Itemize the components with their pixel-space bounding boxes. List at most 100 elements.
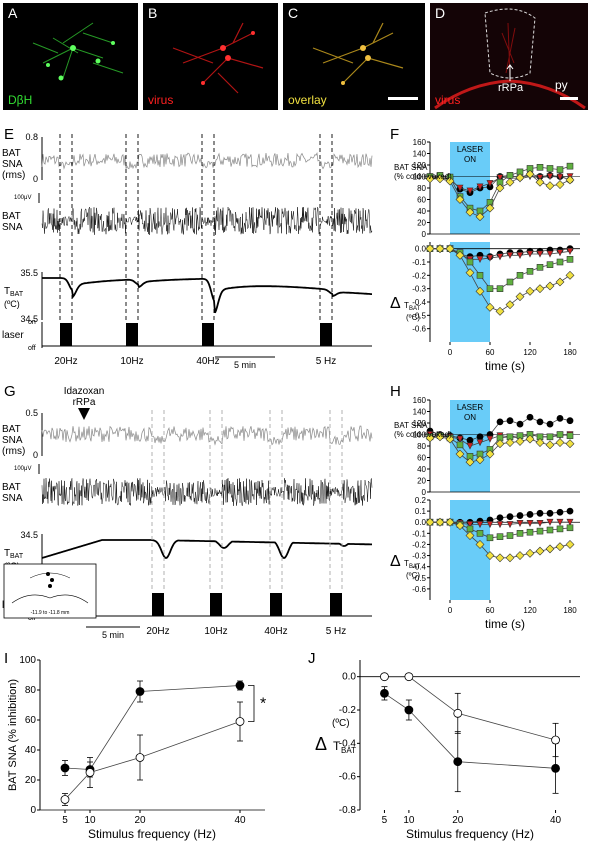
data-point	[466, 525, 474, 533]
y-tick-label: -0.5	[412, 311, 426, 320]
data-point	[486, 534, 494, 542]
tbat-trace	[42, 277, 372, 314]
y-tick-label: -0.4	[412, 298, 426, 307]
tbat-label: T	[404, 301, 409, 310]
x-tick-label: 5	[382, 815, 388, 826]
data-point	[565, 439, 575, 449]
inset-dot-0	[46, 572, 50, 576]
panel-j-letter: J	[308, 650, 316, 667]
x-tick-label: 60	[486, 348, 495, 357]
x-tick-label: 5	[62, 815, 68, 826]
data-point	[546, 420, 554, 428]
tbat-sub-label: BAT	[409, 306, 421, 312]
data-point	[546, 433, 554, 441]
bat-sna-rms-label: (rms)	[2, 170, 25, 181]
data-point	[404, 705, 414, 715]
data-point	[551, 763, 560, 773]
data-point	[546, 173, 554, 181]
bat-sna-rms-label: (rms)	[2, 446, 25, 457]
laser-pulse-2	[270, 593, 282, 616]
y-tick-label: -0.8	[339, 805, 357, 816]
panel-d-py-label: py	[555, 78, 568, 92]
data-point	[536, 520, 544, 528]
data-point	[556, 518, 564, 526]
data-point	[516, 512, 524, 519]
laser-pulse-2	[202, 323, 214, 346]
data-point	[566, 248, 574, 256]
data-point	[465, 207, 475, 217]
laser-pulse-1	[210, 593, 222, 616]
data-point	[505, 300, 515, 310]
panel-b-image	[143, 3, 278, 110]
data-point	[425, 517, 435, 527]
data-point	[526, 528, 534, 536]
chart-F_bottom: 0.0 -0.1 -0.2 -0.3 -0.4 -0.5 -0.6 0 60 120 180	[412, 242, 580, 357]
data-point	[476, 183, 484, 191]
x-tick-label: 120	[523, 606, 537, 615]
data-point	[565, 540, 575, 549]
panel-a-image	[3, 3, 138, 110]
y-tick-label: 160	[413, 138, 427, 147]
j-tbat-unit-label: (ºC)	[332, 718, 350, 729]
laser-on-label-2: ON	[464, 155, 476, 164]
time-scale-label: 5 min	[102, 630, 124, 638]
inset-dot-2	[48, 584, 52, 588]
tbat-sub-label: BAT	[10, 553, 24, 560]
data-point	[506, 278, 514, 286]
data-point	[566, 518, 574, 526]
inset-outline	[11, 594, 89, 604]
data-point	[515, 436, 525, 446]
t-tick-bottom: 34.5	[20, 314, 38, 324]
laser-on-label-2: ON	[464, 413, 476, 422]
data-point	[476, 433, 484, 441]
data-point	[566, 507, 574, 515]
data-point	[525, 434, 535, 444]
laser-on-label-1: LASER	[457, 403, 483, 412]
data-point	[506, 417, 514, 425]
series-line-1	[384, 676, 556, 741]
data-point	[425, 244, 435, 254]
x-tick-label: 40	[234, 815, 246, 826]
stim-label-1: 10Hz	[120, 356, 143, 367]
data-point	[380, 672, 389, 682]
panel-d-image	[430, 3, 588, 110]
y-tick-label: -0.2	[339, 705, 357, 716]
data-point	[516, 252, 524, 260]
data-point	[486, 180, 494, 188]
data-point	[536, 527, 544, 535]
stim-label-3: 5 Hz	[316, 356, 337, 367]
data-point	[556, 525, 564, 533]
bat-sna-raw-trace	[41, 477, 373, 506]
y-tick-label: 140	[413, 408, 427, 417]
significance-bracket	[248, 685, 255, 722]
data-point	[495, 439, 505, 449]
data-point	[455, 195, 465, 204]
scale-uv-label: 100μV	[14, 195, 31, 201]
data-point	[546, 165, 554, 172]
data-point	[485, 203, 495, 213]
data-point	[425, 433, 435, 443]
y-tick-label: 100	[19, 655, 36, 666]
data-point	[486, 521, 494, 529]
y-tick-label: -0.5	[412, 574, 426, 583]
bat-sna-label: BAT	[2, 211, 21, 222]
x-tick-label: 0	[448, 606, 453, 615]
y-tick-label: 60	[25, 715, 37, 726]
data-point	[536, 264, 544, 271]
data-point	[526, 520, 534, 528]
data-point	[60, 795, 70, 804]
data-point	[496, 285, 504, 292]
data-point	[536, 509, 544, 517]
bat-sna-rms-label: BAT	[2, 148, 21, 159]
bat-sna-rms-trace	[41, 152, 373, 170]
brain-section-inset	[3, 563, 97, 619]
j-tbat-sub-label: BAT	[341, 746, 356, 755]
data-point	[466, 258, 474, 266]
stim-label-0: 20Hz	[146, 626, 169, 637]
data-point	[476, 530, 484, 537]
laser-off-label: off	[28, 615, 36, 622]
data-point	[565, 175, 575, 185]
y-tick-label: 140	[413, 150, 427, 159]
x-tick-label: 180	[563, 348, 577, 357]
data-point	[456, 441, 464, 449]
